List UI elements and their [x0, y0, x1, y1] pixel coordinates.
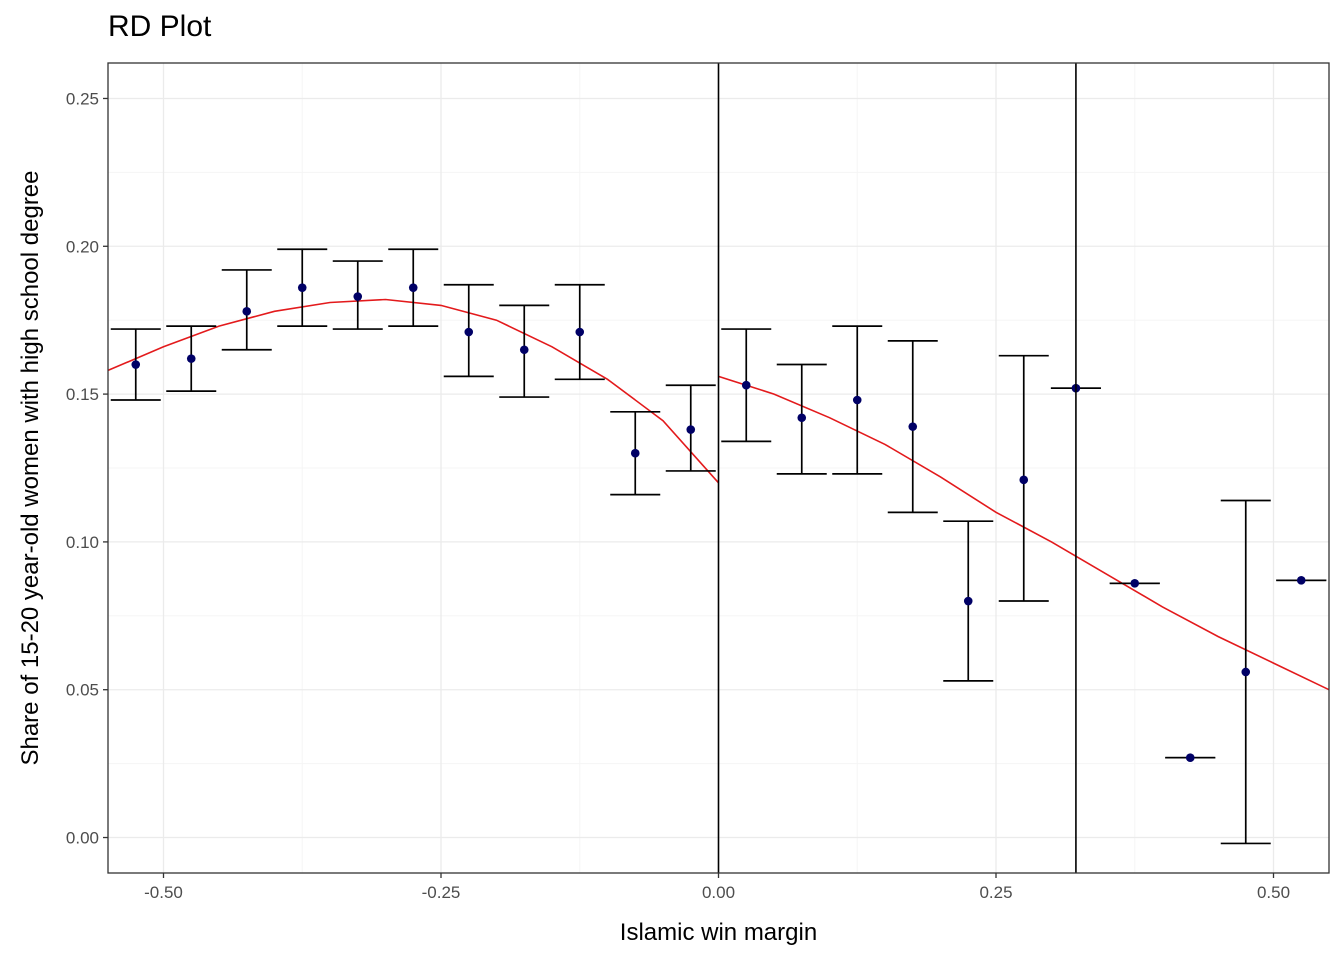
data-point — [1019, 475, 1029, 485]
data-point — [131, 360, 141, 369]
data-point — [1130, 578, 1140, 588]
x-tick-label: 0.50 — [1257, 883, 1290, 902]
data-point — [852, 395, 862, 405]
data-point — [630, 448, 640, 458]
y-tick-label: 0.05 — [66, 681, 99, 700]
data-point — [297, 283, 307, 292]
error-bars — [110, 248, 1327, 845]
data-point — [408, 283, 418, 292]
y-tick-label: 0.25 — [66, 89, 99, 108]
data-point — [797, 413, 807, 423]
data-point — [353, 292, 363, 301]
x-tick-label: 0.00 — [702, 883, 735, 902]
data-point — [1241, 667, 1251, 677]
data-point — [186, 354, 196, 363]
y-tick-label: 0.15 — [66, 385, 99, 404]
data-point — [519, 345, 529, 355]
x-tick-label: -0.25 — [422, 883, 461, 902]
y-axis-ticks: 0.00 0.05 0.10 0.15 0.20 0.25 — [66, 89, 108, 848]
data-point — [908, 422, 918, 431]
x-axis-ticks: -0.50 -0.25 0.00 0.25 0.50 — [144, 873, 1290, 902]
y-axis-title: Share of 15-20 year-old women with high … — [17, 170, 44, 765]
data-point — [741, 380, 751, 390]
chart-title: RD Plot — [108, 10, 212, 43]
cutoff-lines — [717, 63, 1077, 873]
y-tick-label: 0.10 — [66, 533, 99, 552]
data-point — [1296, 576, 1306, 585]
y-tick-label: 0.00 — [66, 829, 99, 848]
x-tick-label: -0.50 — [144, 883, 183, 902]
data-point — [963, 596, 973, 606]
data-point — [1185, 753, 1195, 763]
x-axis-title: Islamic win margin — [620, 919, 817, 946]
data-point — [575, 327, 585, 337]
data-point — [686, 425, 696, 434]
data-points — [131, 283, 1306, 763]
data-point — [464, 327, 474, 337]
data-point — [242, 307, 252, 316]
y-tick-label: 0.20 — [66, 237, 99, 256]
x-tick-label: 0.25 — [979, 883, 1012, 902]
